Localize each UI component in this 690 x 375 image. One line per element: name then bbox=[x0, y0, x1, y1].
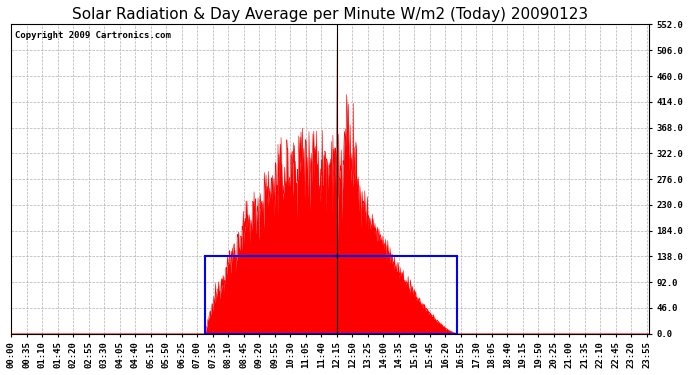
Text: Copyright 2009 Cartronics.com: Copyright 2009 Cartronics.com bbox=[14, 31, 170, 40]
Title: Solar Radiation & Day Average per Minute W/m2 (Today) 20090123: Solar Radiation & Day Average per Minute… bbox=[72, 7, 588, 22]
Bar bbox=[206, 256, 457, 333]
